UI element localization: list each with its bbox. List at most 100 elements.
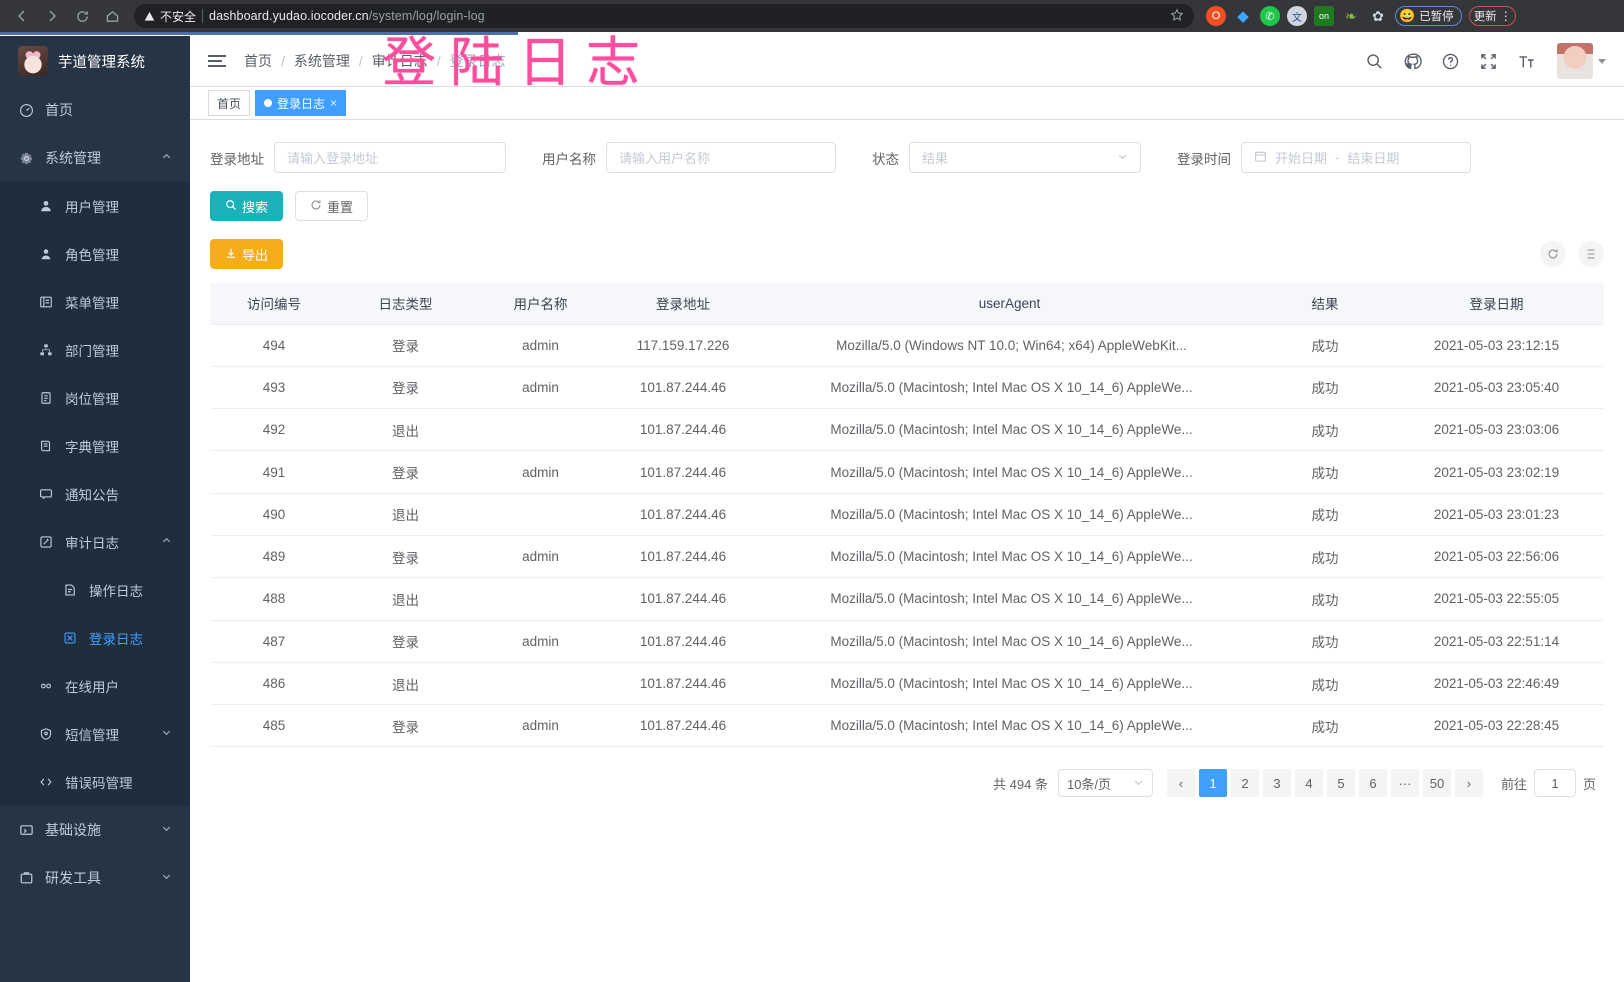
cell-addr: 101.87.244.46 — [608, 577, 758, 621]
tab-login-log[interactable]: 登录日志 × — [255, 90, 347, 116]
font-size-icon[interactable] — [1517, 52, 1536, 71]
sidebar-logo[interactable]: 芋道管理系统 — [0, 36, 190, 86]
forward-arrow-icon[interactable] — [38, 2, 66, 30]
table-row[interactable]: 489 登录 admin 101.87.244.46 Mozilla/5.0 (Maci… — [210, 535, 1604, 579]
update-pill[interactable]: 更新 ⋮ — [1468, 6, 1516, 26]
sidebar-item-role-mgmt[interactable]: 角色管理 — [0, 230, 190, 278]
sidebar-item-sms-mgmt[interactable]: 短信管理 — [0, 710, 190, 758]
sidebar-item-devtools[interactable]: 研发工具 — [0, 854, 190, 902]
gear-icon — [18, 150, 34, 166]
table-row[interactable]: 487 登录 admin 101.87.244.46 Mozilla/5.0 (Maci… — [210, 620, 1604, 663]
filter-label: 登录地址 — [210, 151, 264, 167]
sidebar-item-operation-log[interactable]: 操作日志 — [0, 566, 190, 614]
breadcrumb-item-home[interactable]: 首页 — [244, 53, 272, 69]
chevron-down-icon — [161, 727, 172, 741]
cell-addr: 117.159.17.226 — [608, 324, 758, 367]
cell-id: 487 — [210, 620, 338, 663]
sidebar-item-infrastructure[interactable]: 基础设施 — [0, 806, 190, 854]
status-select[interactable]: 结果 — [909, 142, 1141, 173]
cell-type: 登录 — [338, 324, 473, 367]
table-row[interactable]: 485 登录 admin 101.87.244.46 Mozilla/5.0 (Maci… — [210, 704, 1604, 748]
table-row[interactable]: 494 登录 admin 117.159.17.226 Mozilla/5.0 (Win… — [210, 324, 1604, 367]
sidebar-item-system[interactable]: 系统管理 — [0, 134, 190, 182]
hamburger-icon[interactable] — [208, 55, 230, 67]
cell-user: admin — [473, 620, 608, 663]
user-menu[interactable] — [1557, 43, 1606, 79]
column-tool-icon[interactable] — [1578, 241, 1604, 267]
kebab-menu-icon[interactable]: ⋮ — [1499, 9, 1512, 23]
search-button[interactable]: 搜索 — [210, 191, 284, 221]
opera-icon[interactable]: O — [1206, 6, 1226, 26]
sidebar-item-audit-log[interactable]: 审计日志 — [0, 518, 190, 566]
placeholder-text: 请输入用户名称 — [619, 151, 711, 166]
reset-button[interactable]: 重置 — [295, 191, 369, 221]
pagination-page-4[interactable]: 4 — [1294, 769, 1323, 798]
pagination-goto: 前往 页 — [1501, 769, 1596, 798]
table-row[interactable]: 492 退出 101.87.244.46 Mozilla/5.0 (Macintosh… — [210, 408, 1604, 452]
page-size-select[interactable]: 10条/页 — [1057, 769, 1153, 798]
export-button-label: 导出 — [242, 247, 269, 263]
chevron-up-icon — [161, 151, 172, 165]
sidebar-item-menu-mgmt[interactable]: 菜单管理 — [0, 278, 190, 326]
cell-useragent: Mozilla/5.0 (Macintosh; Intel Mac OS X 1… — [758, 704, 1261, 748]
sidebar-item-login-log[interactable]: 登录日志 — [0, 614, 190, 662]
column-header-id: 访问编号 — [210, 283, 338, 325]
address-bar[interactable]: 不安全 dashboard.yudao.iocoder.cn/system/lo… — [134, 4, 1194, 28]
sidebar-item-dict-mgmt[interactable]: 字典管理 — [0, 422, 190, 470]
refresh-tool-icon[interactable] — [1540, 241, 1566, 267]
pagination-page-50[interactable]: 50 — [1422, 769, 1451, 798]
sidebar-item-home[interactable]: 首页 — [0, 86, 190, 134]
goto-input[interactable] — [1533, 769, 1576, 798]
sidebar-item-post-mgmt[interactable]: 岗位管理 — [0, 374, 190, 422]
back-arrow-icon[interactable] — [8, 2, 36, 30]
table-row[interactable]: 486 退出 101.87.244.46 Mozilla/5.0 (Macintosh… — [210, 662, 1604, 706]
sidebar-item-dept-mgmt[interactable]: 部门管理 — [0, 326, 190, 374]
login-time-daterange[interactable]: 开始日期 - 结束日期 — [1241, 142, 1471, 173]
notes-icon[interactable]: on — [1314, 6, 1334, 26]
table-row[interactable]: 488 退出 101.87.244.46 Mozilla/5.0 (Macintosh… — [210, 577, 1604, 621]
leaf-icon[interactable]: ❧ — [1345, 7, 1357, 24]
login-addr-input[interactable]: 请输入登录地址 — [274, 142, 506, 173]
translate-icon[interactable]: 文 — [1287, 6, 1307, 26]
diamond-icon[interactable]: ◆ — [1237, 8, 1249, 25]
sidebar-item-error-code[interactable]: 错误码管理 — [0, 758, 190, 806]
code-icon — [38, 774, 54, 790]
wechat-icon[interactable]: ✆ — [1260, 6, 1280, 26]
pagination-ellipsis[interactable]: ··· — [1390, 769, 1419, 798]
table-row[interactable]: 493 登录 admin 101.87.244.46 Mozilla/5.0 (Maci… — [210, 366, 1604, 410]
column-header-result: 结果 — [1261, 283, 1389, 325]
cell-useragent: Mozilla/5.0 (Macintosh; Intel Mac OS X 1… — [758, 577, 1261, 621]
username-input[interactable]: 请输入用户名称 — [606, 142, 836, 173]
sidebar-item-online-user[interactable]: 在线用户 — [0, 662, 190, 710]
close-icon[interactable]: × — [330, 96, 338, 110]
cell-useragent: Mozilla/5.0 (Macintosh; Intel Mac OS X 1… — [758, 535, 1261, 579]
home-icon[interactable] — [98, 2, 126, 30]
search-icon[interactable] — [1365, 52, 1384, 71]
breadcrumb-item-audit[interactable]: 审计日志 — [371, 53, 428, 69]
help-icon[interactable] — [1441, 52, 1460, 71]
pagination-page-6[interactable]: 6 — [1358, 769, 1387, 798]
github-icon[interactable] — [1403, 52, 1422, 71]
pagination-page-2[interactable]: 2 — [1230, 769, 1259, 798]
fullscreen-icon[interactable] — [1479, 52, 1498, 71]
table-row[interactable]: 491 登录 admin 101.87.244.46 Mozilla/5.0 (Maci… — [210, 450, 1604, 494]
tab-label: 首页 — [217, 96, 242, 111]
pagination-page-5[interactable]: 5 — [1326, 769, 1355, 798]
table-row[interactable]: 490 退出 101.87.244.46 Mozilla/5.0 (Macintosh… — [210, 493, 1604, 536]
tab-home[interactable]: 首页 — [208, 90, 251, 116]
reload-icon[interactable] — [68, 2, 96, 30]
sidebar-item-user-mgmt[interactable]: 用户管理 — [0, 182, 190, 230]
cell-id: 485 — [210, 704, 338, 748]
pagination-next-button[interactable]: › — [1454, 769, 1483, 798]
pagination-prev-button[interactable]: ‹ — [1166, 769, 1195, 798]
breadcrumb-item-system[interactable]: 系统管理 — [293, 53, 350, 69]
pagination-page-1[interactable]: 1 — [1198, 769, 1227, 798]
sidebar-item-notice[interactable]: 通知公告 — [0, 470, 190, 518]
pagination-page-3[interactable]: 3 — [1262, 769, 1291, 798]
export-button[interactable]: 导出 — [210, 239, 284, 269]
cell-type: 登录 — [338, 366, 473, 410]
cell-user — [473, 493, 608, 536]
paused-status-pill[interactable]: 😀 已暂停 — [1395, 6, 1462, 26]
bookmark-star-icon[interactable] — [1170, 8, 1184, 25]
puzzle-icon[interactable]: ✿ — [1372, 7, 1384, 24]
